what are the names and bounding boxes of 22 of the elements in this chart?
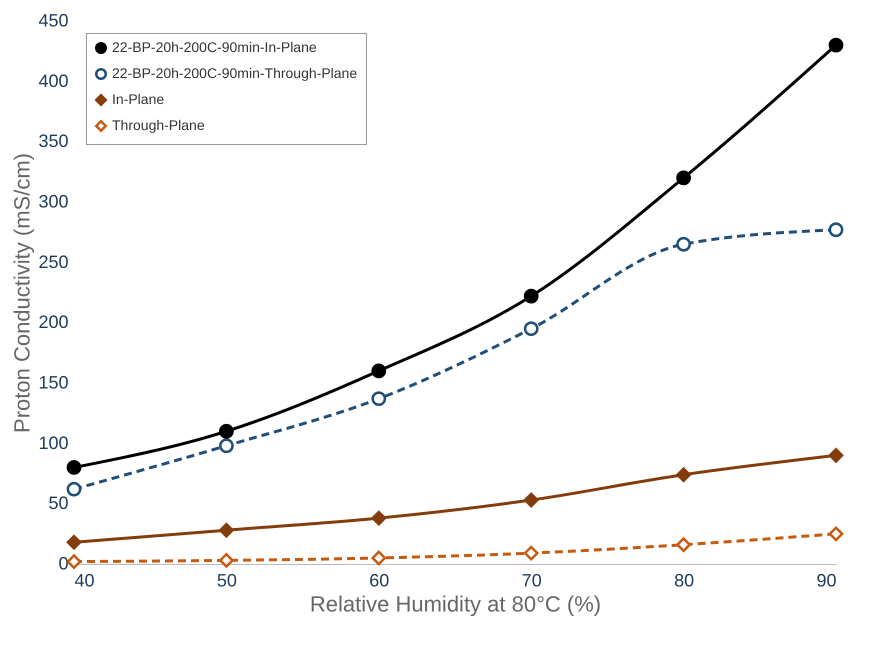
x-axis-title: Relative Humidity at 80°C (%) (310, 592, 602, 616)
x-tick-label: 70 (522, 570, 542, 590)
y-tick-label: 150 (38, 372, 68, 392)
y-tick-label: 200 (38, 312, 68, 332)
legend-label: 22-BP-20h-200C-90min-Through-Plane (112, 65, 358, 81)
x-tick-label: 50 (216, 570, 237, 590)
x-tick-label: 40 (74, 570, 95, 590)
y-tick-label: 400 (38, 70, 68, 91)
y-tick-label: 450 (38, 10, 68, 30)
y-tick-label: 100 (38, 432, 68, 453)
legend-label: 22-BP-20h-200C-90min-In-Plane (112, 39, 317, 55)
x-tick-label: 80 (674, 570, 694, 590)
y-tick-label: 50 (48, 493, 68, 514)
y-tick-label: 250 (38, 252, 68, 272)
legend-label: In-Plane (112, 91, 164, 107)
legend-label: Through-Plane (112, 117, 205, 133)
x-tick-label: 90 (816, 570, 836, 590)
y-axis-title: Proton Conductivity (mS/cm) (9, 153, 34, 433)
y-tick-label: 350 (38, 131, 68, 152)
x-tick-label: 60 (369, 570, 390, 590)
y-tick-label: 300 (38, 192, 68, 212)
y-tick-label: 0 (58, 554, 68, 574)
